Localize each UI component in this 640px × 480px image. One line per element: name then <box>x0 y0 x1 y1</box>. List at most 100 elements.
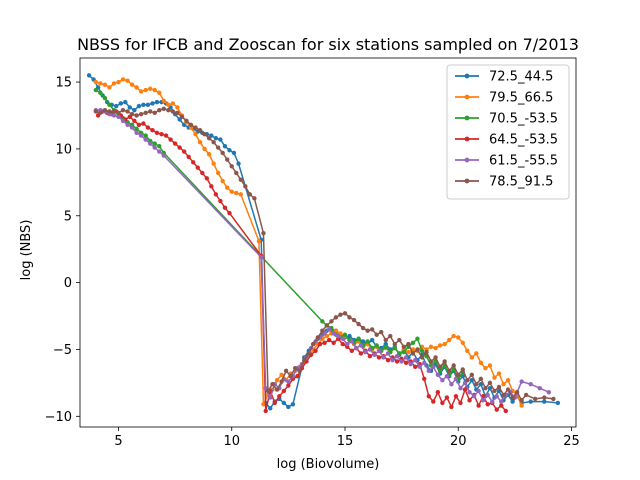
data-point <box>98 110 103 116</box>
data-point <box>410 340 416 345</box>
data-point <box>494 394 499 399</box>
data-point <box>161 153 166 158</box>
data-point <box>288 374 293 379</box>
legend-label: 61.5_-55.5 <box>489 154 558 169</box>
data-point <box>471 394 477 399</box>
data-point <box>487 386 493 391</box>
data-point <box>256 238 262 244</box>
data-point <box>116 114 121 120</box>
data-point <box>449 404 454 410</box>
data-point <box>478 376 484 382</box>
data-point <box>315 335 321 340</box>
y-tick-label: −5 <box>53 343 72 358</box>
data-point <box>138 89 144 94</box>
data-point <box>145 125 151 130</box>
legend-item: 61.5_-55.5 <box>455 154 558 169</box>
data-point <box>483 365 488 371</box>
data-point <box>125 78 130 83</box>
data-point <box>510 395 515 400</box>
data-point <box>424 349 429 355</box>
data-point <box>141 102 146 107</box>
data-point <box>107 85 112 90</box>
data-point <box>136 122 142 128</box>
data-point <box>118 101 123 106</box>
data-point <box>231 150 237 156</box>
data-point <box>202 146 207 152</box>
data-point <box>385 357 391 363</box>
data-point <box>320 319 325 324</box>
data-point <box>372 352 377 357</box>
data-point <box>383 344 388 349</box>
data-point <box>218 137 223 142</box>
data-point <box>392 341 398 347</box>
data-point <box>474 382 479 387</box>
data-point <box>170 109 176 114</box>
data-point <box>152 145 157 150</box>
data-point <box>145 102 151 107</box>
data-point <box>483 386 488 391</box>
data-point <box>191 160 196 165</box>
legend-label: 64.5_-53.5 <box>489 133 558 148</box>
data-point <box>415 347 420 352</box>
data-point <box>247 192 253 197</box>
data-point <box>136 103 142 109</box>
data-point <box>102 82 108 87</box>
data-point <box>302 357 307 363</box>
data-point <box>345 341 350 347</box>
data-point <box>435 372 441 378</box>
data-point <box>98 90 103 95</box>
data-point <box>197 128 203 133</box>
data-point <box>451 333 456 339</box>
data-point <box>474 351 479 356</box>
data-point <box>132 107 137 113</box>
data-point <box>170 101 176 106</box>
data-point <box>326 337 332 343</box>
data-point <box>175 105 180 110</box>
data-point <box>394 359 400 364</box>
data-point <box>263 408 268 414</box>
data-point <box>148 141 153 146</box>
data-point <box>111 109 117 114</box>
data-point <box>528 399 533 404</box>
data-point <box>392 345 398 351</box>
data-point <box>138 111 144 117</box>
data-point <box>317 341 323 347</box>
data-point <box>215 145 221 150</box>
data-point <box>510 399 515 404</box>
data-point <box>138 133 144 138</box>
data-point <box>401 344 407 349</box>
data-point <box>363 349 368 355</box>
data-point <box>159 132 164 137</box>
legend-label: 70.5_-53.5 <box>489 112 558 127</box>
data-point <box>505 378 511 383</box>
data-point <box>111 81 117 86</box>
legend-label: 78.5_91.5 <box>489 175 553 190</box>
data-point <box>123 99 128 105</box>
data-point <box>234 170 239 176</box>
data-point <box>184 118 189 124</box>
data-point <box>93 87 99 93</box>
data-point <box>347 315 352 320</box>
data-point <box>496 384 502 390</box>
data-point <box>519 398 524 403</box>
data-point <box>501 382 506 387</box>
data-point <box>415 336 420 341</box>
data-point <box>408 361 413 367</box>
data-point <box>286 379 291 384</box>
data-point <box>125 122 130 128</box>
data-point <box>102 107 108 113</box>
data-point <box>134 130 139 136</box>
data-point <box>222 144 228 149</box>
data-point <box>166 107 171 113</box>
data-point <box>179 114 185 120</box>
data-point <box>206 136 212 141</box>
data-point <box>120 107 126 113</box>
data-point <box>143 110 148 116</box>
data-point <box>225 157 230 162</box>
data-point <box>476 403 481 408</box>
data-point <box>403 360 409 366</box>
data-point <box>116 79 121 85</box>
legend-marker <box>464 115 470 121</box>
data-point <box>157 149 162 154</box>
